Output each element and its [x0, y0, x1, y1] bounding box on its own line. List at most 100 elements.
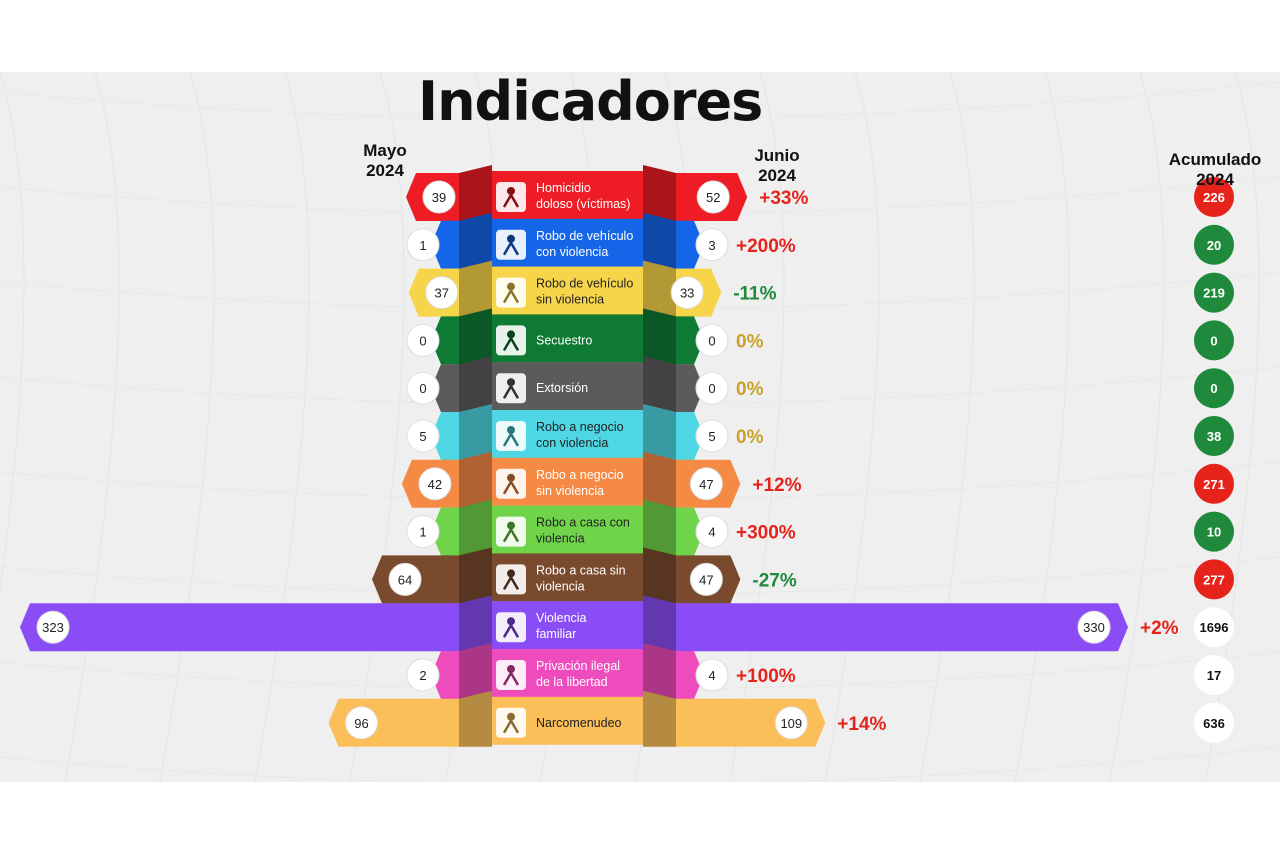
ribbon-fold-right: [643, 643, 676, 699]
change-percent: +12%: [752, 475, 801, 496]
change-percent: -11%: [733, 284, 776, 305]
acumulado-badge: [1194, 272, 1234, 313]
ribbon-fold-left: [459, 547, 492, 604]
mayo-bar: [431, 507, 459, 556]
category-label-line2: violencia: [536, 579, 585, 593]
junio-bar: [676, 507, 704, 556]
acumulado-badge: [1194, 463, 1234, 504]
junio-value: 4: [708, 525, 715, 540]
mayo-value: 0: [419, 381, 426, 396]
map-road: [1109, 72, 1165, 782]
mayo-header-year: 2024: [366, 161, 404, 180]
car-icon: [496, 277, 526, 308]
mayo-value: 39: [432, 190, 446, 205]
ribbon-fold-left: [459, 451, 492, 508]
mayo-value: 96: [354, 716, 368, 731]
ribbon-fold-right: [643, 308, 676, 365]
category-label-line1: Extorsión: [536, 381, 588, 395]
junio-bar: [676, 220, 704, 269]
mayo-bar: [431, 220, 459, 269]
category-label-line1: Robo a casa con: [536, 516, 630, 530]
map-road: [0, 746, 1280, 782]
acumulado-value: 17: [1207, 668, 1221, 683]
change-percent: 0%: [736, 379, 764, 400]
mayo-value-badge: [406, 371, 440, 405]
junio-value-badge: [1077, 610, 1111, 644]
acumulado-value: 271: [1203, 477, 1225, 492]
mayo-value-badge: [36, 610, 70, 644]
ribbon-fold-left: [459, 643, 492, 699]
junio-header-month: Junio: [754, 146, 800, 165]
mayo-bar: [431, 651, 459, 699]
category-label-line1: Narcomenudeo: [536, 716, 622, 730]
category-label-line1: Privación ilegal: [536, 659, 620, 673]
category-label-line2: sin violencia: [536, 484, 604, 498]
junio-value-badge: [774, 706, 808, 740]
junio-value: 47: [699, 477, 713, 492]
ribbon-fold-right: [643, 547, 676, 604]
bound-hands-icon: [496, 325, 526, 356]
map-road: [0, 72, 25, 595]
acumulado-badge: [1194, 607, 1234, 648]
indicator-row: Extorsión 0 0 0% 0: [406, 356, 1234, 413]
indicator-row: Robo a negocio sin violencia 42 47 +12% 271: [401, 451, 1234, 508]
junio-value: 330: [1083, 620, 1105, 635]
category-label-line1: Secuestro: [536, 333, 592, 347]
mayo-header-month: Mayo: [363, 141, 407, 160]
category-label-line2: con violencia: [536, 245, 608, 259]
acumulado-header-year: 2024: [1196, 170, 1234, 189]
category-label-line1: Violencia: [536, 611, 587, 625]
acumulado-badge: [1194, 224, 1234, 265]
hand-pills-icon: [496, 707, 526, 738]
mayo-value-badge: [418, 467, 452, 501]
mayo-value-badge: [406, 419, 440, 453]
junio-header-year: 2024: [758, 166, 796, 185]
chart-background: Homicidio doloso (víctimas) 39 52 +33% 226 Rob…: [0, 72, 1280, 782]
kidnapper-icon: [496, 660, 526, 690]
ribbon-fold-left: [459, 404, 492, 460]
junio-header: Junio 2024: [742, 146, 812, 186]
junio-value: 0: [708, 381, 715, 396]
ribbon-fold-right: [643, 499, 676, 556]
category-label-line2: familiar: [536, 627, 576, 641]
junio-value-badge: [695, 371, 729, 405]
map-road: [919, 72, 975, 782]
indicator-row: Privación ilegal de la libertad 2 4 +100% 17: [406, 643, 1234, 699]
junio-value-badge: [689, 467, 723, 501]
mayo-value: 64: [398, 572, 412, 587]
thief-icon: [496, 468, 526, 499]
ribbon-fold-left: [459, 165, 492, 221]
junio-value-badge: [696, 180, 730, 214]
acumulado-badge: [1194, 702, 1234, 743]
junio-value: 47: [699, 572, 713, 587]
mayo-value: 1: [419, 525, 426, 540]
category-label-line1: Robo a negocio: [536, 468, 624, 482]
mayo-value: 0: [419, 333, 426, 348]
door-intruder-icon: [496, 516, 526, 547]
junio-value-badge: [670, 276, 704, 310]
junio-value-badge: [695, 323, 729, 357]
indicator-row: Homicidio doloso (víctimas) 39 52 +33% 226: [405, 165, 1234, 221]
junio-bar: [676, 364, 704, 413]
category-label-line2: doloso (víctimas): [536, 197, 630, 211]
indicator-row: Robo de vehículo con violencia 1 3 +200% 20: [406, 212, 1234, 269]
acumulado-badge: [1194, 416, 1234, 456]
category-label-line1: Homicidio: [536, 181, 591, 195]
acumulado-value: 636: [1203, 716, 1225, 731]
acumulado-header: Acumulado 2024: [1160, 150, 1270, 190]
ribbon-fold-right: [643, 356, 676, 413]
indicator-row: Robo a casa sin violencia 64 47 -27% 277: [372, 547, 1234, 604]
mayo-value: 2: [419, 668, 426, 683]
acumulado-value: 0: [1210, 381, 1217, 396]
ribbon-fold-left: [459, 690, 492, 747]
page-title: Indicadores: [418, 70, 763, 133]
junio-value: 0: [708, 333, 715, 348]
mayo-value: 5: [419, 429, 426, 444]
junio-value: 3: [708, 238, 715, 253]
category-label-line2: con violencia: [536, 436, 608, 450]
junio-bar: [676, 412, 704, 460]
mayo-value: 323: [42, 620, 64, 635]
acumulado-value: 226: [1203, 190, 1225, 205]
change-percent: +100%: [736, 666, 796, 687]
map-road: [824, 72, 880, 782]
